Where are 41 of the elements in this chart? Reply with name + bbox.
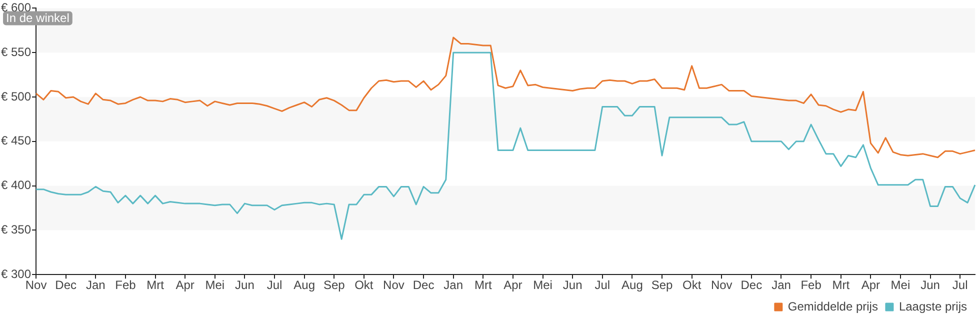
x-tick-label: Dec <box>55 278 77 292</box>
x-tick-label: Aug <box>294 278 315 292</box>
x-tick-label: Okt <box>682 278 702 292</box>
x-tick-label: Sep <box>323 278 346 292</box>
y-tick-label: € 450 <box>1 134 32 148</box>
x-tick-label: Nov <box>383 278 404 292</box>
y-tick-label: € 300 <box>1 266 32 281</box>
y-tick-label: € 400 <box>1 178 32 192</box>
x-tick-label: Mrt <box>146 278 165 292</box>
x-tick-label: Nov <box>25 278 47 292</box>
annotation: In de winkel <box>6 11 70 26</box>
x-tick-label: Mrt <box>474 278 492 292</box>
x-tick-label: Nov <box>710 278 732 292</box>
x-tick-label: Okt <box>354 278 374 292</box>
x-tick-label: Jul <box>266 278 282 292</box>
y-tick-label: € 500 <box>1 89 32 104</box>
x-tick-label: Feb <box>115 278 136 292</box>
x-tick-label: Apr <box>504 278 522 292</box>
x-tick-label: Jan <box>86 278 106 292</box>
x-tick-label: Apr <box>861 278 880 292</box>
x-tick-label: Sep <box>651 278 674 292</box>
x-tick-label: Mrt <box>832 278 850 292</box>
x-tick-label: Dec <box>740 278 762 292</box>
y-tick-label: € 350 <box>1 222 32 237</box>
x-tick-label: Jan <box>772 278 791 292</box>
x-tick-label: Jun <box>920 278 940 292</box>
x-tick-label: Aug <box>622 278 643 292</box>
x-tick-label: Mei <box>533 278 552 292</box>
x-tick-label: Feb <box>800 278 822 292</box>
legend-label: Gemiddelde prijs <box>788 299 878 314</box>
x-tick-label: Apr <box>176 278 194 292</box>
x-tick-label: Jan <box>444 278 464 292</box>
x-tick-label: Jul <box>952 278 968 292</box>
legend-label: Laagste prijs <box>898 299 968 314</box>
x-tick-label: Jun <box>562 278 582 292</box>
y-tick-label: € 550 <box>1 44 32 59</box>
x-tick-label: Mei <box>890 278 910 292</box>
x-tick-label: Jul <box>594 278 610 292</box>
x-tick-label: Mei <box>205 278 225 292</box>
x-tick-label: Jun <box>235 278 254 292</box>
x-tick-label: Dec <box>412 278 434 292</box>
